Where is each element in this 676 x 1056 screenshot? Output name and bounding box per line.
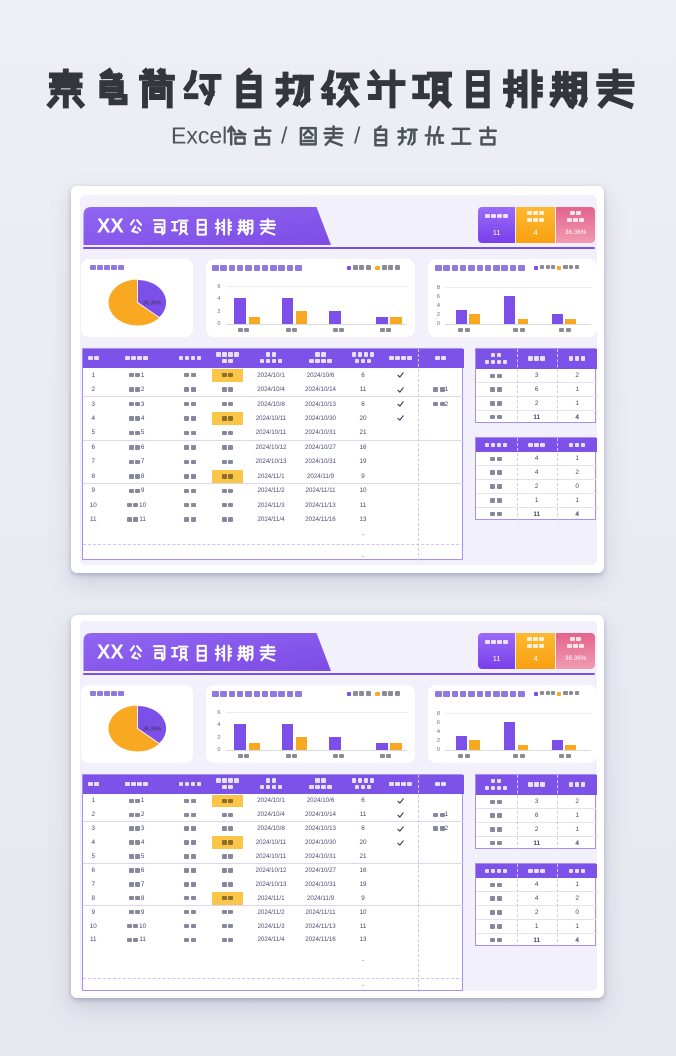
svg-text:36.36%: 36.36% xyxy=(143,726,161,732)
svg-text:36.36%: 36.36% xyxy=(143,300,161,306)
svg-text:Excel: Excel xyxy=(171,123,227,149)
svg-text:/: / xyxy=(281,123,288,149)
svg-text:/: / xyxy=(354,123,361,149)
svg-text:XX: XX xyxy=(97,216,124,238)
svg-text:XX: XX xyxy=(97,642,124,664)
